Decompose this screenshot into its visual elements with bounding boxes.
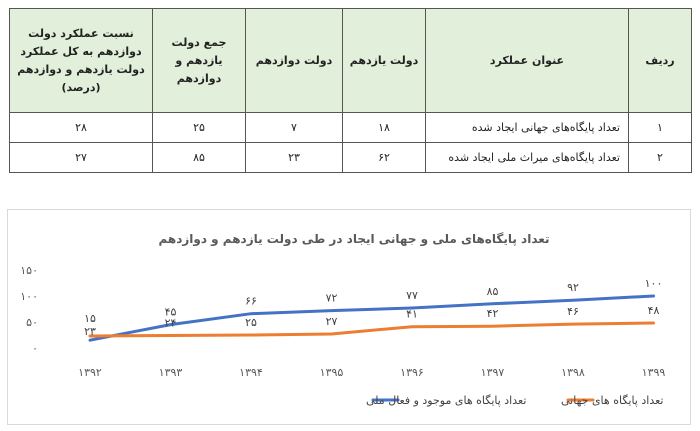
legend: تعداد پایگاه های موجود و فعال ملی تعداد پ… <box>366 394 663 407</box>
header-ratio-line: نسبت عملکرد دولت <box>28 26 134 40</box>
header-ratio-line: (درصد) <box>61 80 101 94</box>
data-label: ۷۲ <box>326 292 338 305</box>
data-label: ۴۱ <box>406 308 418 321</box>
header-title: عنوان عملکرد <box>425 8 629 113</box>
x-tick-label: ۱۳۹۶ <box>400 366 424 379</box>
data-label: ۱۵ <box>84 312 96 325</box>
table-row: ۲ تعداد پایگاه‌های میراث ملی ایجاد شده ۶… <box>9 142 692 173</box>
data-labels: ۱۵ ۴۵ ۶۶ ۷۲ ۷۷ ۸۵ ۹۲ ۱۰۰ ۲۳ ۲۴ ۲۵ ۲۷ ۴۱ ۴۲ ۴۶ ۴۸ <box>84 277 662 338</box>
data-label: ۱۰۰ <box>645 277 663 290</box>
cell-sum: ۲۵ <box>152 112 246 143</box>
header-ratio-line: دوازدهم به کل عملکرد <box>20 44 142 58</box>
y-tick-label: ۰ <box>32 342 38 355</box>
x-tick-label: ۱۳۹۲ <box>78 366 102 379</box>
data-label: ۲۳ <box>84 325 96 338</box>
x-tick-label: ۱۳۹۳ <box>159 366 183 379</box>
legend-label: تعداد پایگاه های جهانی <box>561 394 663 407</box>
header-sum-line: یازدهم و دوازدهم <box>175 53 223 85</box>
y-axis: ۰ ۵۰ ۱۰۰ ۱۵۰ <box>20 264 38 355</box>
cell-title: تعداد پایگاه‌های میراث ملی ایجاد شده <box>425 142 629 173</box>
x-tick-label: ۱۳۹۴ <box>239 366 263 379</box>
series-line-1 <box>88 294 655 342</box>
data-label: ۴۲ <box>487 307 499 320</box>
header-sum: جمع دولت یازدهم و دوازدهم <box>152 8 246 113</box>
cell-ratio: ۲۸ <box>9 112 153 143</box>
cell-sum: ۸۵ <box>152 142 246 173</box>
series-group <box>88 294 655 342</box>
x-tick-label: ۱۳۹۹ <box>642 366 666 379</box>
x-axis: ۱۳۹۲ ۱۳۹۳ ۱۳۹۴ ۱۳۹۵ ۱۳۹۶ ۱۳۹۷ ۱۳۹۸ ۱۳۹۹ <box>78 366 665 379</box>
table-row: ۱ تعداد پایگاه‌های جهانی ایجاد شده ۱۸ ۷ … <box>9 112 692 143</box>
x-tick-label: ۱۳۹۷ <box>481 366 505 379</box>
cell-gov11: ۱۸ <box>342 112 426 143</box>
data-label: ۴۶ <box>567 305 579 318</box>
x-tick-label: ۱۳۹۵ <box>320 366 344 379</box>
legend-label: تعداد پایگاه های موجود و فعال ملی <box>366 394 526 407</box>
data-label: ۲۷ <box>326 315 338 328</box>
cell-row-no: ۱ <box>628 112 692 143</box>
line-chart: تعداد پایگاه‌های ملی و جهانی ایجاد در طی… <box>20 232 665 407</box>
cell-gov12: ۲۳ <box>245 142 343 173</box>
chart-frame: تعداد پایگاه‌های ملی و جهانی ایجاد در طی… <box>7 209 691 425</box>
data-label: ۹۲ <box>567 281 579 294</box>
data-label: ۷۷ <box>406 289 418 302</box>
data-label: ۶۶ <box>245 295 257 308</box>
header-gov12: دولت دوازدهم <box>245 8 343 113</box>
header-gov11: دولت یازدهم <box>342 8 426 113</box>
cell-ratio: ۲۷ <box>9 142 153 173</box>
header-ratio: نسبت عملکرد دولت دوازدهم به کل عملکرد دو… <box>9 8 153 113</box>
x-tick-label: ۱۳۹۸ <box>561 366 585 379</box>
data-label: ۴۸ <box>648 304 660 317</box>
data-label: ۴۵ <box>165 306 177 319</box>
table-header-row: ردیف عنوان عملکرد دولت یازدهم دولت دوازد… <box>9 8 692 113</box>
series-line-2 <box>88 321 655 338</box>
data-label: ۸۵ <box>487 285 499 298</box>
y-tick-label: ۵۰ <box>26 316 38 329</box>
header-sum-line: جمع دولت <box>171 35 227 49</box>
y-tick-label: ۱۵۰ <box>20 264 38 277</box>
chart-title: تعداد پایگاه‌های ملی و جهانی ایجاد در طی… <box>158 232 549 247</box>
data-label: ۲۴ <box>165 317 177 330</box>
performance-table: ردیف عنوان عملکرد دولت یازدهم دولت دوازد… <box>9 8 692 173</box>
cell-title: تعداد پایگاه‌های جهانی ایجاد شده <box>425 112 629 143</box>
cell-gov11: ۶۲ <box>342 142 426 173</box>
cell-row-no: ۲ <box>628 142 692 173</box>
data-label: ۲۵ <box>245 316 257 329</box>
cell-gov12: ۷ <box>245 112 343 143</box>
y-tick-label: ۱۰۰ <box>20 290 38 303</box>
header-ratio-line: دولت یازدهم و دوازدهم <box>17 62 145 76</box>
header-row-no: ردیف <box>628 8 692 113</box>
